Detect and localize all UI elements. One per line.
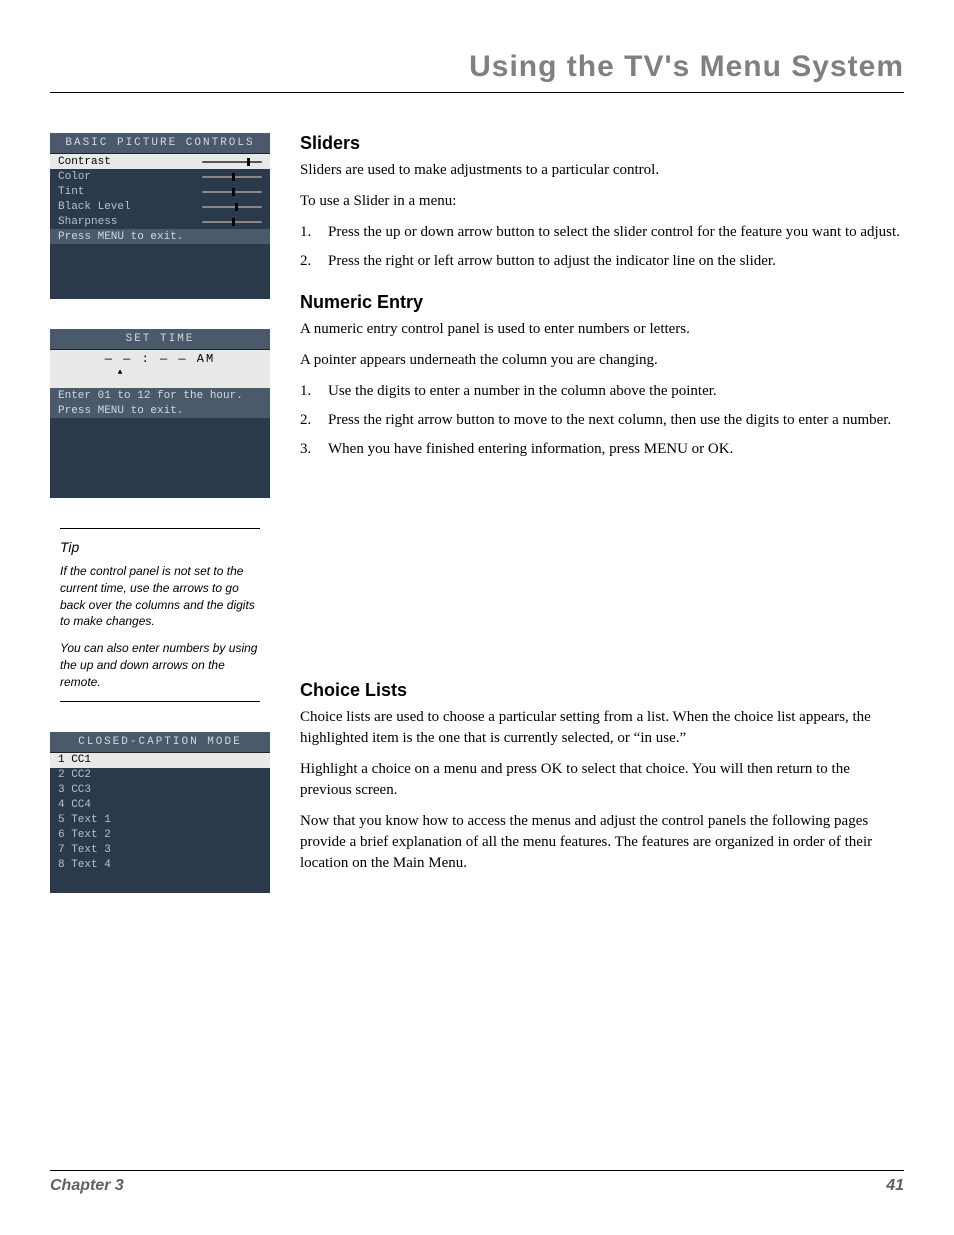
slider-track-icon (202, 204, 262, 210)
osd-time-instruction: Enter 01 to 12 for the hour. (50, 388, 270, 403)
osd-set-time: SET TIME — — : — — AM ▲ Enter 01 to 12 f… (50, 329, 270, 498)
osd-cc-title: CLOSED-CAPTION MODE (50, 732, 270, 753)
page-footer: Chapter 3 41 (50, 1170, 904, 1195)
osd-slider-label: Black Level (58, 201, 202, 213)
tip-title: Tip (60, 539, 260, 555)
section-heading-numeric: Numeric Entry (300, 292, 904, 313)
osd-cc-item: 3 CC3 (50, 783, 270, 798)
footer-page-number: 41 (886, 1177, 904, 1195)
slider-track-icon (202, 159, 262, 165)
tip-paragraph: You can also enter numbers by using the … (60, 640, 260, 690)
osd-slider-row: Tint (50, 184, 270, 199)
osd-slider-label: Color (58, 171, 202, 183)
osd-time-value: — — : — — AM (105, 352, 215, 366)
tip-paragraph: If the control panel is not set to the c… (60, 563, 260, 630)
section-heading-sliders: Sliders (300, 133, 904, 154)
body-text: A numeric entry control panel is used to… (300, 319, 904, 340)
osd-cc-item: 2 CC2 (50, 768, 270, 783)
step-item: Press the right arrow button to move to … (300, 410, 904, 431)
osd-slider-label: Tint (58, 186, 202, 198)
slider-track-icon (202, 219, 262, 225)
osd-slider-row: Contrast (50, 154, 270, 169)
osd-closed-caption: CLOSED-CAPTION MODE 1 CC12 CC23 CC34 CC4… (50, 732, 270, 893)
osd-time-instruction-label: Enter 01 to 12 for the hour. (58, 390, 243, 402)
body-text: A pointer appears underneath the column … (300, 350, 904, 371)
osd-slider-row: Color (50, 169, 270, 184)
right-column: Sliders Sliders are used to make adjustm… (300, 123, 904, 923)
body-text: Sliders are used to make adjustments to … (300, 160, 904, 181)
osd-cc-item: 7 Text 3 (50, 843, 270, 858)
body-text: Choice lists are used to choose a partic… (300, 707, 904, 749)
step-item: Press the up or down arrow button to sel… (300, 222, 904, 243)
osd-cc-item: 4 CC4 (50, 798, 270, 813)
osd-exit-label: Press MENU to exit. (58, 231, 183, 243)
osd-slider-label: Sharpness (58, 216, 202, 228)
step-item: Press the right or left arrow button to … (300, 251, 904, 272)
slider-track-icon (202, 174, 262, 180)
osd-picture-title: BASIC PICTURE CONTROLS (50, 133, 270, 154)
sliders-steps-list: Press the up or down arrow button to sel… (300, 222, 904, 272)
osd-time-footer-msg: Press MENU to exit. (50, 403, 270, 418)
osd-cc-item: 1 CC1 (50, 753, 270, 768)
osd-time-value-row: — — : — — AM ▲ (50, 350, 270, 388)
content-area: BASIC PICTURE CONTROLS Contrast Color Tint… (50, 123, 904, 923)
osd-picture-footer-msg: Press MENU to exit. (50, 229, 270, 244)
osd-cc-item: 5 Text 1 (50, 813, 270, 828)
step-item: Use the digits to enter a number in the … (300, 381, 904, 402)
body-text: To use a Slider in a menu: (300, 191, 904, 212)
page-title: Using the TV's Menu System (50, 50, 904, 93)
section-heading-choice: Choice Lists (300, 680, 904, 701)
osd-cc-item: 8 Text 4 (50, 858, 270, 873)
osd-exit-label: Press MENU to exit. (58, 405, 183, 417)
osd-slider-row: Sharpness (50, 214, 270, 229)
osd-time-pointer-icon: ▲ (118, 368, 125, 377)
osd-time-title: SET TIME (50, 329, 270, 350)
tip-block: Tip If the control panel is not set to t… (60, 528, 260, 702)
osd-cc-item: 6 Text 2 (50, 828, 270, 843)
left-column: BASIC PICTURE CONTROLS Contrast Color Tint… (50, 123, 270, 923)
footer-chapter: Chapter 3 (50, 1177, 124, 1195)
body-text: Now that you know how to access the menu… (300, 811, 904, 874)
slider-track-icon (202, 189, 262, 195)
osd-slider-row: Black Level (50, 199, 270, 214)
osd-picture-controls: BASIC PICTURE CONTROLS Contrast Color Tint… (50, 133, 270, 299)
body-text: Highlight a choice on a menu and press O… (300, 759, 904, 801)
step-item: When you have finished entering informat… (300, 439, 904, 460)
numeric-steps-list: Use the digits to enter a number in the … (300, 381, 904, 460)
osd-slider-label: Contrast (58, 156, 202, 168)
